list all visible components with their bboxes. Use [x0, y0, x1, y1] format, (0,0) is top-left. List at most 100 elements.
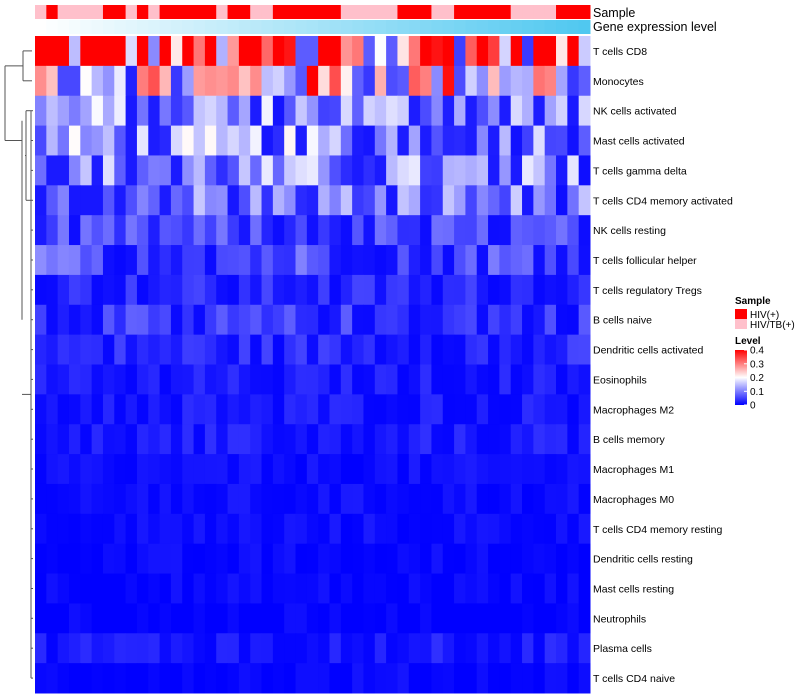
heatmap-cell — [91, 185, 104, 216]
heatmap-cell — [454, 424, 466, 455]
heatmap-cell — [57, 185, 70, 216]
heatmap-cell — [578, 155, 591, 186]
heatmap-cell — [408, 304, 421, 336]
sample-annotation-cell — [567, 5, 580, 19]
heatmap-cell — [35, 36, 47, 67]
sample-annotation-cell — [227, 5, 240, 19]
heatmap-cell — [306, 304, 319, 336]
heatmap-cell — [102, 573, 115, 604]
heatmap-cell — [57, 245, 70, 276]
heatmap-cell — [182, 483, 195, 515]
heatmap-cell — [522, 245, 534, 276]
expression-annotation-cell — [102, 20, 115, 34]
heatmap-cell — [306, 185, 319, 216]
heatmap-cell — [102, 364, 115, 395]
heatmap-cell — [102, 454, 115, 485]
heatmap-cell — [465, 483, 478, 515]
heatmap-cell — [193, 95, 206, 127]
sample-annotation-cell — [261, 5, 274, 19]
heatmap-cell — [182, 215, 195, 246]
heatmap-cell — [102, 483, 115, 515]
heatmap-cell — [159, 573, 172, 604]
heatmap-cell — [102, 424, 115, 455]
heatmap-cell — [567, 633, 580, 664]
heatmap-cell — [261, 394, 274, 425]
heatmap-cell — [454, 36, 466, 67]
heatmap-cell — [431, 424, 444, 455]
expression-annotation-cell — [261, 20, 274, 34]
heatmap-cell — [340, 95, 353, 127]
heatmap-cell — [408, 155, 421, 186]
heatmap-cell — [250, 513, 263, 545]
heatmap-cell — [522, 36, 534, 67]
heatmap-cell — [136, 185, 149, 216]
sample-annotation-cell — [420, 5, 432, 19]
heatmap-cell — [182, 245, 195, 276]
heatmap-cell — [499, 483, 512, 515]
heatmap-cell — [35, 185, 47, 216]
heatmap-cell — [567, 215, 580, 246]
heatmap-cell — [102, 663, 115, 694]
heatmap-cell — [306, 334, 319, 365]
heatmap-cell — [306, 215, 319, 246]
heatmap-cell — [68, 274, 81, 306]
heatmap-cell — [578, 95, 591, 127]
heatmap-cell — [272, 364, 285, 395]
sample-annotation-cell — [476, 5, 489, 19]
heatmap-cell — [340, 215, 353, 246]
heatmap-cell — [193, 215, 206, 246]
expression-annotation-cell — [193, 20, 206, 34]
heatmap-cell — [578, 394, 591, 425]
heatmap-cell — [578, 65, 591, 97]
sample-annotation-cell — [510, 5, 523, 19]
heatmap-cell — [193, 394, 206, 425]
heatmap-cell — [57, 424, 70, 455]
heatmap-cell — [102, 334, 115, 365]
heatmap-cell — [374, 155, 387, 186]
heatmap-cell — [522, 185, 534, 216]
heatmap-cell — [295, 454, 308, 485]
heatmap-cell — [340, 245, 353, 276]
heatmap-cell — [80, 65, 93, 97]
row-label: Eosinophils — [593, 374, 647, 386]
heatmap-cell — [397, 215, 410, 246]
heatmap-cell — [250, 334, 263, 365]
heatmap-cell — [544, 663, 557, 694]
heatmap-cell — [476, 274, 489, 306]
heatmap-cell — [488, 274, 500, 306]
heatmap-cell — [408, 36, 421, 67]
heatmap-cell — [114, 483, 127, 515]
heatmap-cell — [238, 513, 251, 545]
heatmap-cell — [397, 304, 410, 336]
heatmap-cell — [533, 125, 546, 156]
heatmap-cell — [488, 125, 500, 156]
heatmap-cell — [80, 274, 93, 306]
heatmap-cell — [250, 663, 263, 694]
heatmap-cell — [136, 633, 149, 664]
row-label: Dendritic cells resting — [593, 554, 693, 566]
expression-annotation-cell — [431, 20, 444, 34]
heatmap-cell — [170, 394, 183, 425]
heatmap-cell — [442, 424, 455, 455]
heatmap-cell — [567, 364, 580, 395]
heatmap-cell — [544, 245, 557, 276]
heatmap-cell — [238, 125, 251, 156]
heatmap-cell — [318, 304, 330, 336]
heatmap-cell — [454, 603, 466, 634]
row-label: Neutrophils — [593, 613, 646, 625]
heatmap-cell — [363, 394, 376, 425]
heatmap-cell — [204, 633, 217, 664]
heatmap-cell — [114, 633, 127, 664]
heatmap-cell — [170, 215, 183, 246]
heatmap-cell — [431, 125, 444, 156]
heatmap-cell — [238, 95, 251, 127]
heatmap-cell — [148, 394, 161, 425]
heatmap-cell — [488, 424, 500, 455]
heatmap-cell — [68, 454, 81, 485]
heatmap-cell — [442, 603, 455, 634]
heatmap-cell — [340, 454, 353, 485]
heatmap-cell — [261, 185, 274, 216]
heatmap-cell — [431, 633, 444, 664]
heatmap-cell — [318, 603, 330, 634]
heatmap-cell — [227, 364, 240, 395]
